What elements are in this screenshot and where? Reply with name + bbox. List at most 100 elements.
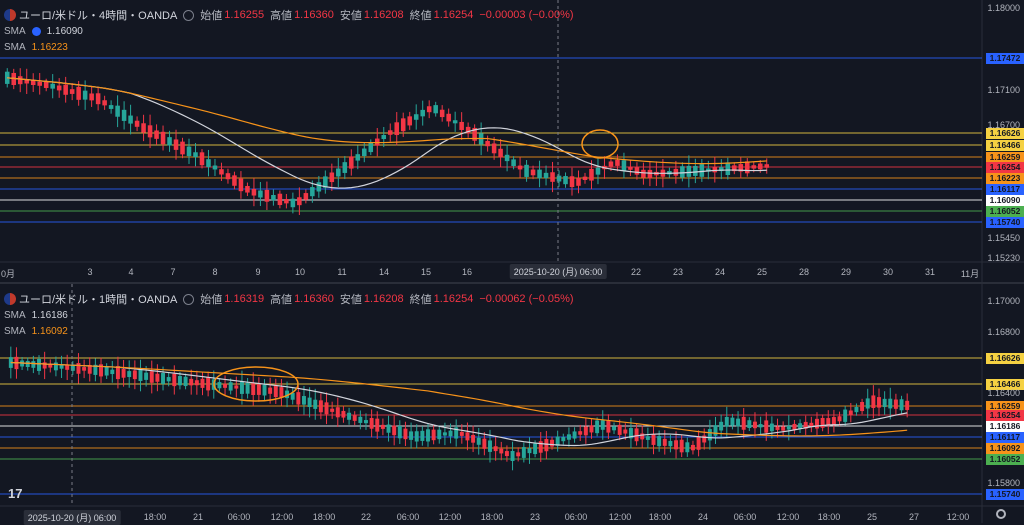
- candle-body: [25, 360, 30, 368]
- candle-body: [612, 426, 617, 431]
- candle-body: [392, 425, 397, 436]
- candle-body: [232, 175, 237, 186]
- eye-icon[interactable]: [183, 9, 195, 21]
- candle-body: [76, 363, 81, 374]
- change-value: −0.00003 (−0.00%): [479, 9, 574, 21]
- price-axis-tick: 1.16800: [987, 327, 1020, 337]
- time-axis-label: 18:00: [312, 512, 336, 522]
- price-tag: 1.16117: [986, 432, 1024, 443]
- chart-pane-1h[interactable]: ユーロ/米ドル・1時間・OANDA 始値 1.16319 高値 1.16360 安値…: [0, 284, 1024, 525]
- candle-body: [511, 159, 516, 167]
- price-tag: 1.15740: [986, 217, 1024, 228]
- candle-body: [530, 169, 536, 176]
- candle-body: [82, 367, 87, 371]
- candle-body: [809, 422, 814, 427]
- candle-body: [454, 427, 459, 439]
- candle-body: [65, 364, 70, 370]
- time-axis-label: 28: [798, 267, 810, 277]
- close-label: 終値: [409, 294, 432, 306]
- candle-body: [95, 93, 101, 105]
- candle-body: [491, 143, 497, 154]
- candle-body: [685, 442, 690, 453]
- time-axis-label: 9: [255, 267, 261, 277]
- time-axis-label: 30: [882, 267, 894, 277]
- pane-divider[interactable]: [0, 282, 1024, 284]
- candle-body: [741, 416, 746, 430]
- candle-body: [448, 430, 453, 437]
- candle-body: [17, 76, 23, 85]
- candle-body: [647, 169, 653, 179]
- candle-body: [121, 109, 127, 121]
- candle-body: [53, 362, 58, 371]
- candle-body: [141, 123, 146, 133]
- candle-body: [149, 371, 154, 383]
- candle-body: [640, 433, 645, 440]
- symbol-title[interactable]: ユーロ/米ドル・1時間・OANDA: [19, 294, 178, 306]
- legend-1h: ユーロ/米ドル・1時間・OANDA 始値 1.16319 高値 1.16360 安値…: [4, 291, 574, 339]
- candle-body: [313, 399, 318, 409]
- eye-icon[interactable]: [183, 293, 195, 305]
- candle-body: [882, 398, 887, 408]
- candle-body: [589, 168, 594, 181]
- price-axis-tick: 1.15450: [987, 233, 1020, 243]
- price-tag: 1.16223: [986, 173, 1024, 184]
- price-axis-tick: 1.15230: [987, 253, 1020, 263]
- candlestick-chart-4h[interactable]: [0, 0, 1024, 282]
- candle-body: [76, 86, 81, 100]
- symbol-title[interactable]: ユーロ/米ドル・4時間・OANDA: [19, 10, 178, 22]
- candle-body: [183, 376, 188, 387]
- candle-body: [893, 399, 898, 409]
- candle-body: [386, 424, 391, 433]
- candle-body: [189, 378, 194, 386]
- candle-body: [206, 159, 211, 168]
- candle-body: [262, 384, 267, 396]
- candlestick-chart-1h[interactable]: [0, 284, 1024, 523]
- gear-icon[interactable]: [996, 509, 1006, 519]
- candle-body: [471, 434, 476, 443]
- candle-body: [147, 125, 153, 138]
- candle-body: [634, 167, 640, 175]
- candle-body: [323, 176, 328, 188]
- candle-body: [110, 369, 115, 375]
- candle-body: [550, 439, 554, 447]
- candle-body: [543, 172, 549, 179]
- candle-body: [37, 358, 41, 371]
- candle-body: [104, 366, 109, 376]
- sma-slow-value: 1.16223: [31, 41, 68, 53]
- candle-body: [699, 164, 705, 177]
- candle-body: [108, 105, 114, 109]
- high-label: 高値: [270, 294, 293, 306]
- candle-body: [645, 436, 650, 440]
- sma-fast-label[interactable]: SMA: [4, 25, 26, 37]
- candle-body: [426, 106, 432, 113]
- time-axis-label: 22: [360, 512, 372, 522]
- eur-usd-flag-icon: [4, 293, 16, 305]
- tradingview-logo-icon[interactable]: 17: [8, 486, 23, 501]
- sma-fast-label[interactable]: SMA: [4, 309, 26, 321]
- candle-body: [37, 81, 42, 86]
- candle-body: [499, 448, 504, 454]
- chart-pane-4h[interactable]: ユーロ/米ドル・4時間・OANDA 始値 1.16255 高値 1.16360 安値…: [0, 0, 1024, 282]
- sma-slow-label[interactable]: SMA: [4, 325, 26, 337]
- time-axis-label: 8: [212, 267, 218, 277]
- candle-body: [566, 434, 571, 440]
- open-label: 始値: [200, 294, 223, 306]
- candle-body: [89, 93, 94, 101]
- candle-body: [764, 164, 770, 168]
- candle-body: [848, 410, 853, 415]
- candle-body: [446, 113, 451, 122]
- candle-body: [736, 418, 741, 427]
- candle-body: [341, 410, 346, 418]
- candle-body: [732, 165, 737, 172]
- candle-body: [362, 148, 367, 157]
- low-value: 1.16208: [363, 9, 404, 21]
- sma-settings-icon[interactable]: [31, 26, 41, 36]
- time-axis-label: 06:00: [564, 512, 588, 522]
- candle-body: [245, 186, 250, 193]
- price-axis-tick: 1.15800: [987, 478, 1020, 488]
- time-axis-label: 12:00: [608, 512, 632, 522]
- candle-body: [583, 426, 588, 436]
- candle-body: [115, 366, 120, 380]
- candle-body: [724, 416, 729, 427]
- sma-slow-label[interactable]: SMA: [4, 41, 26, 53]
